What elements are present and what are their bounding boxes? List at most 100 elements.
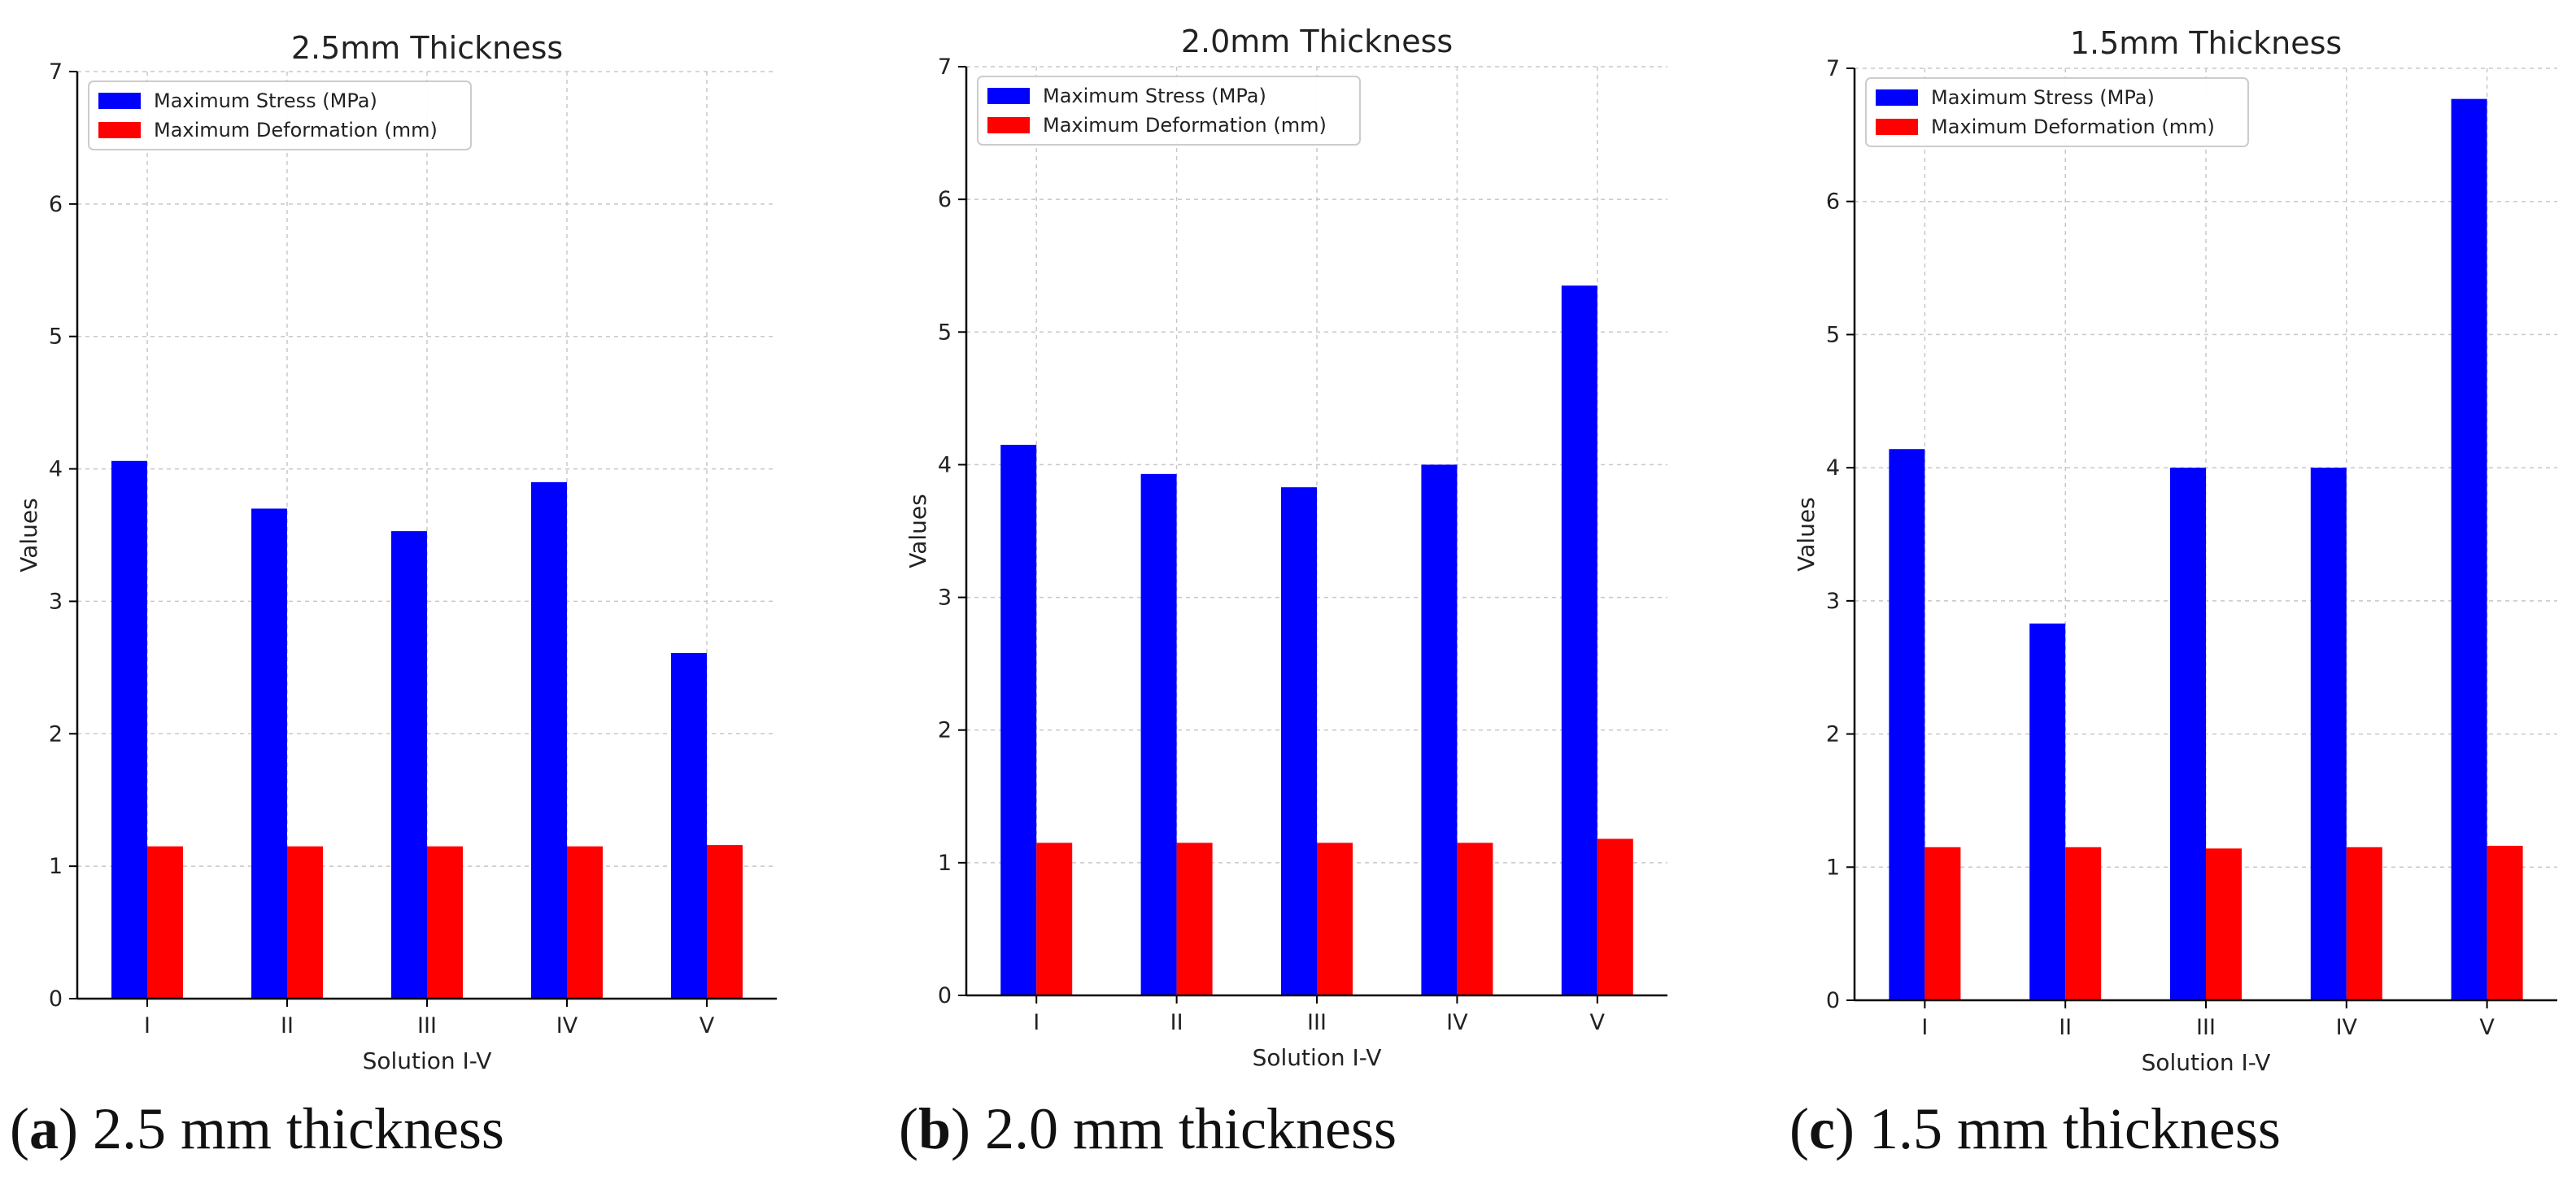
legend-swatch-2 <box>1876 119 1918 135</box>
x-tick-label: IV <box>1446 1010 1468 1035</box>
deformation-bar-I <box>1036 843 1073 995</box>
y-tick-label: 0 <box>938 983 952 1008</box>
deformation-bar-I <box>1924 847 1961 1000</box>
deformation-bar-V <box>2487 846 2523 1000</box>
deformation-bar-I <box>147 846 183 999</box>
chart-title: 1.5mm Thickness <box>2070 25 2342 61</box>
stress-bar-III <box>2170 468 2206 1000</box>
stress-bar-IV <box>1421 464 1458 995</box>
legend-label-2: Maximum Deformation (mm) <box>154 119 438 142</box>
x-tick-label: V <box>700 1013 715 1038</box>
caption-text: 2.5 mm thickness <box>93 1096 504 1161</box>
y-tick-label: 1 <box>1826 855 1840 880</box>
legend-box <box>977 76 1361 146</box>
y-tick-label: 5 <box>938 320 952 345</box>
y-tick-label: 5 <box>1826 322 1840 347</box>
y-tick-label: 2 <box>938 718 952 743</box>
y-tick-label: 3 <box>49 589 63 614</box>
deformation-bar-IV <box>2346 847 2382 1000</box>
stress-bar-I <box>111 460 147 999</box>
chart-title: 2.5mm Thickness <box>291 30 563 66</box>
caption-letter: a <box>29 1096 59 1161</box>
deformation-bar-II <box>287 846 323 999</box>
y-tick-label: 6 <box>1826 189 1840 215</box>
stress-bar-I <box>1889 449 1925 1000</box>
legend-label-2: Maximum Deformation (mm) <box>1043 114 1327 137</box>
legend-swatch-2 <box>987 117 1030 133</box>
x-tick-label: V <box>1590 1010 1606 1035</box>
stress-bar-IV <box>531 481 567 999</box>
deformation-bar-III <box>2206 848 2242 1000</box>
panel-caption: (b) 2.0 mm thickness <box>899 1096 1397 1161</box>
stress-bar-II <box>1140 473 1177 995</box>
stress-bar-I <box>1000 444 1037 995</box>
deformation-bar-II <box>1176 843 1213 995</box>
y-tick-label: 7 <box>938 54 952 80</box>
deformation-bar-IV <box>567 846 603 999</box>
x-tick-label: III <box>1307 1010 1327 1035</box>
x-tick-label: IV <box>556 1013 578 1038</box>
deformation-bar-V <box>707 845 743 999</box>
y-tick-label: 6 <box>938 187 952 212</box>
legend-swatch-1 <box>987 88 1030 104</box>
y-axis-label: Values <box>1793 497 1820 571</box>
legend-swatch-2 <box>98 122 141 138</box>
legend-box <box>1865 77 2249 147</box>
x-tick-label: I <box>144 1013 150 1038</box>
x-tick-label: III <box>417 1013 437 1038</box>
stress-bar-V <box>1561 285 1597 996</box>
panel-caption: (a) 2.5 mm thickness <box>10 1096 504 1161</box>
x-tick-label: I <box>1921 1015 1928 1040</box>
legend-swatch-1 <box>98 93 141 109</box>
y-tick-label: 3 <box>1826 589 1840 614</box>
y-tick-label: 0 <box>49 986 63 1012</box>
y-axis-label: Values <box>904 494 931 568</box>
y-tick-label: 1 <box>938 851 952 876</box>
y-tick-label: 0 <box>1826 988 1840 1013</box>
stress-bar-V <box>2451 98 2487 1000</box>
stress-bar-III <box>1281 487 1317 995</box>
y-tick-label: 4 <box>938 452 952 477</box>
stress-bar-IV <box>2310 468 2347 1000</box>
caption-letter: b <box>918 1096 951 1161</box>
x-axis-label: Solution I-V <box>1253 1044 1382 1071</box>
caption-letter: c <box>1809 1096 1835 1161</box>
y-tick-label: 3 <box>938 586 952 611</box>
legend-label-1: Maximum Stress (MPa) <box>154 89 377 112</box>
x-tick-label: V <box>2479 1015 2495 1040</box>
deformation-bar-III <box>1317 843 1353 995</box>
deformation-bar-IV <box>1457 843 1493 995</box>
y-tick-label: 7 <box>49 59 63 85</box>
y-tick-label: 6 <box>49 192 63 217</box>
deformation-bar-V <box>1597 838 1633 995</box>
stress-bar-III <box>391 531 427 999</box>
y-tick-label: 2 <box>49 721 63 747</box>
legend-label-1: Maximum Stress (MPa) <box>1043 85 1266 107</box>
legend-box <box>88 81 472 150</box>
x-tick-label: II <box>281 1013 294 1038</box>
y-tick-label: 4 <box>49 457 63 482</box>
deformation-bar-II <box>2065 847 2102 1000</box>
y-tick-label: 2 <box>1826 722 1840 747</box>
x-axis-label: Solution I-V <box>2142 1049 2271 1076</box>
legend-label-1: Maximum Stress (MPa) <box>1931 86 2155 109</box>
y-tick-label: 1 <box>49 854 63 879</box>
caption-text: 2.0 mm thickness <box>985 1096 1397 1161</box>
y-tick-label: 7 <box>1826 56 1840 81</box>
x-tick-label: III <box>2196 1015 2216 1040</box>
x-tick-label: II <box>2059 1015 2072 1040</box>
x-tick-label: IV <box>2336 1015 2358 1040</box>
legend-label-2: Maximum Deformation (mm) <box>1931 115 2215 138</box>
x-axis-label: Solution I-V <box>363 1047 492 1074</box>
caption-text: 1.5 mm thickness <box>1869 1096 2281 1161</box>
stress-bar-II <box>2029 623 2066 1000</box>
deformation-bar-III <box>427 846 463 999</box>
x-tick-label: II <box>1170 1010 1183 1035</box>
legend-swatch-1 <box>1876 89 1918 106</box>
x-tick-label: I <box>1033 1010 1040 1035</box>
y-axis-label: Values <box>15 498 42 572</box>
